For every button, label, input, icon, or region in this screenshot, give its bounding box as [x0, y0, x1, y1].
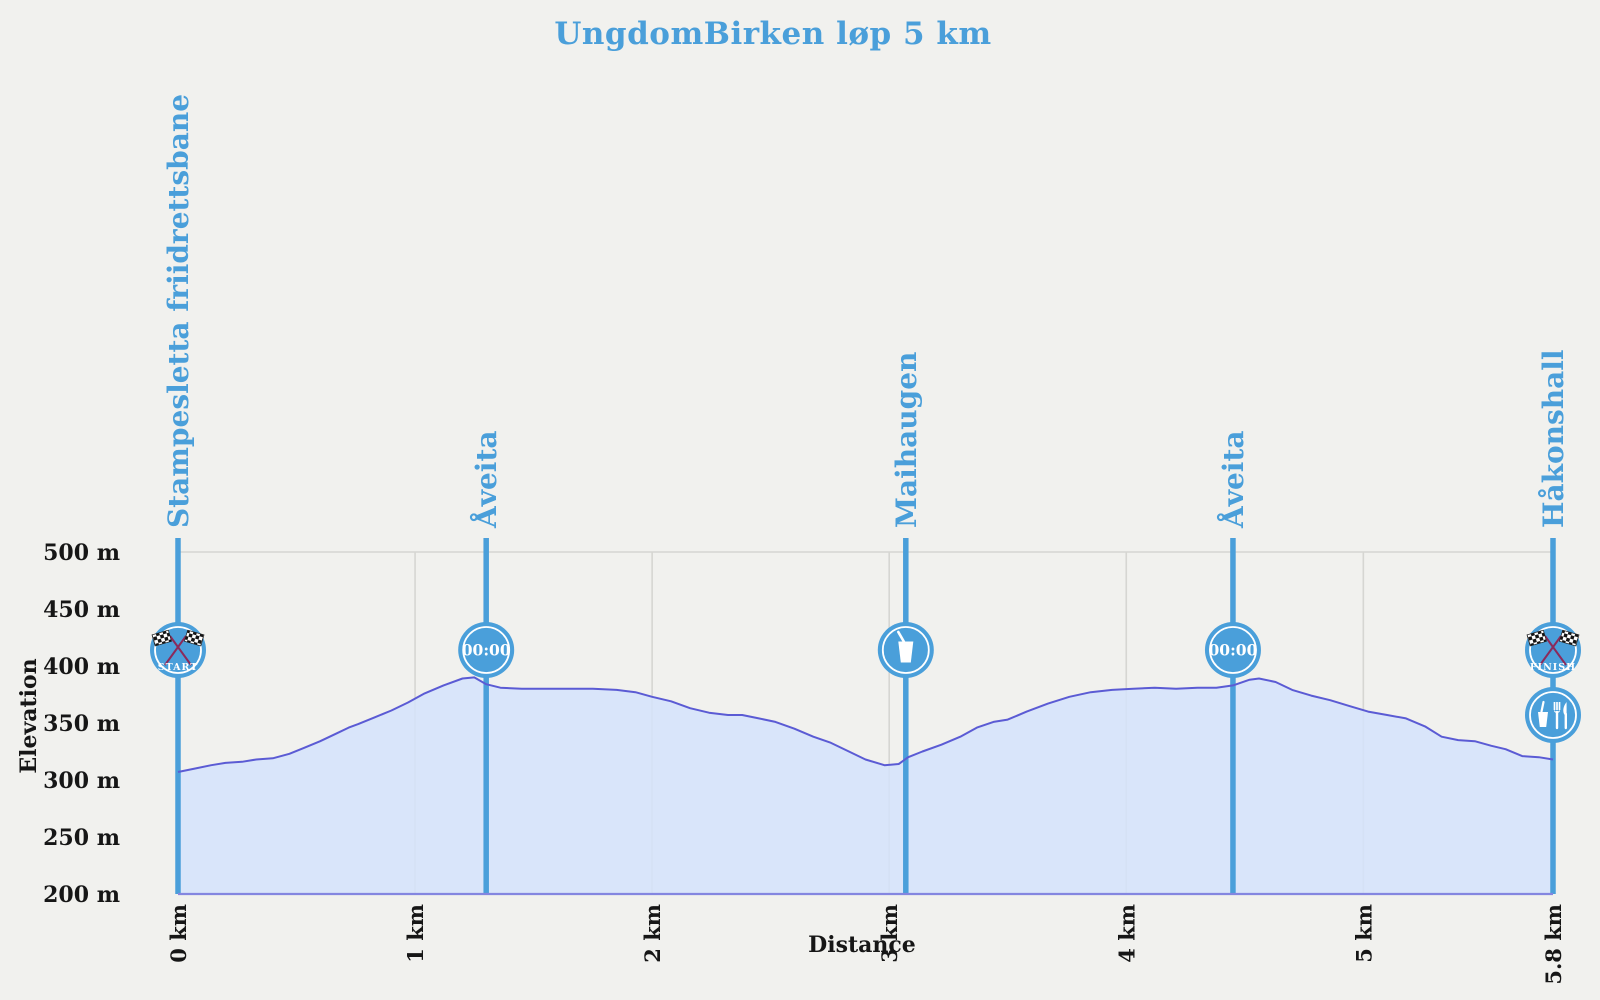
waypoint-label: Maihaugen [890, 352, 923, 528]
x-tick-label: 2 km [640, 904, 665, 963]
y-tick-label: 450 m [43, 597, 120, 623]
waypoint-marker-timer: 00:00 [458, 622, 514, 678]
y-tick-label: 250 m [43, 825, 120, 851]
x-tick-label: 5.8 km [1541, 904, 1566, 985]
y-tick-label: 500 m [43, 540, 120, 566]
waypoint-label: Håkonshall [1537, 349, 1570, 528]
cup-icon [898, 642, 913, 663]
y-tick-label: 300 m [43, 768, 120, 794]
x-tick-label: 4 km [1114, 904, 1139, 963]
x-axis-title: Distance [808, 932, 916, 958]
y-tick-label: 200 m [43, 882, 120, 908]
waypoint-label: Åveita [1216, 430, 1250, 529]
waypoint-marker-food [1525, 687, 1581, 743]
flag-caption: START [158, 662, 199, 673]
elevation-profile-chart: 500 m 450 m 400 m 350 m 300 m 250 m 200 m 0 km 1… [0, 0, 1600, 1000]
marker-disc [1525, 687, 1581, 743]
timer-text: 00:00 [1209, 641, 1258, 660]
waypoint-marker-flags: FINISH [1525, 622, 1581, 678]
y-tick-label: 400 m [43, 654, 120, 680]
x-tick-label: 5 km [1351, 904, 1376, 963]
waypoint-label: Åveita [469, 430, 503, 529]
y-tick-label: 350 m [43, 711, 120, 737]
waypoint-label: Stampesletta friidrettsbane [162, 94, 195, 528]
flag-caption: FINISH [1530, 662, 1576, 673]
waypoint-marker-drink [878, 622, 934, 678]
waypoint-marker-flags: START [150, 622, 206, 678]
x-tick-label: 0 km [166, 904, 191, 963]
timer-text: 00:00 [462, 641, 511, 660]
waypoint-marker-timer: 00:00 [1205, 622, 1261, 678]
elevation-area [178, 677, 1553, 894]
y-axis-title: Elevation [16, 658, 42, 773]
x-tick-label: 1 km [403, 904, 428, 963]
